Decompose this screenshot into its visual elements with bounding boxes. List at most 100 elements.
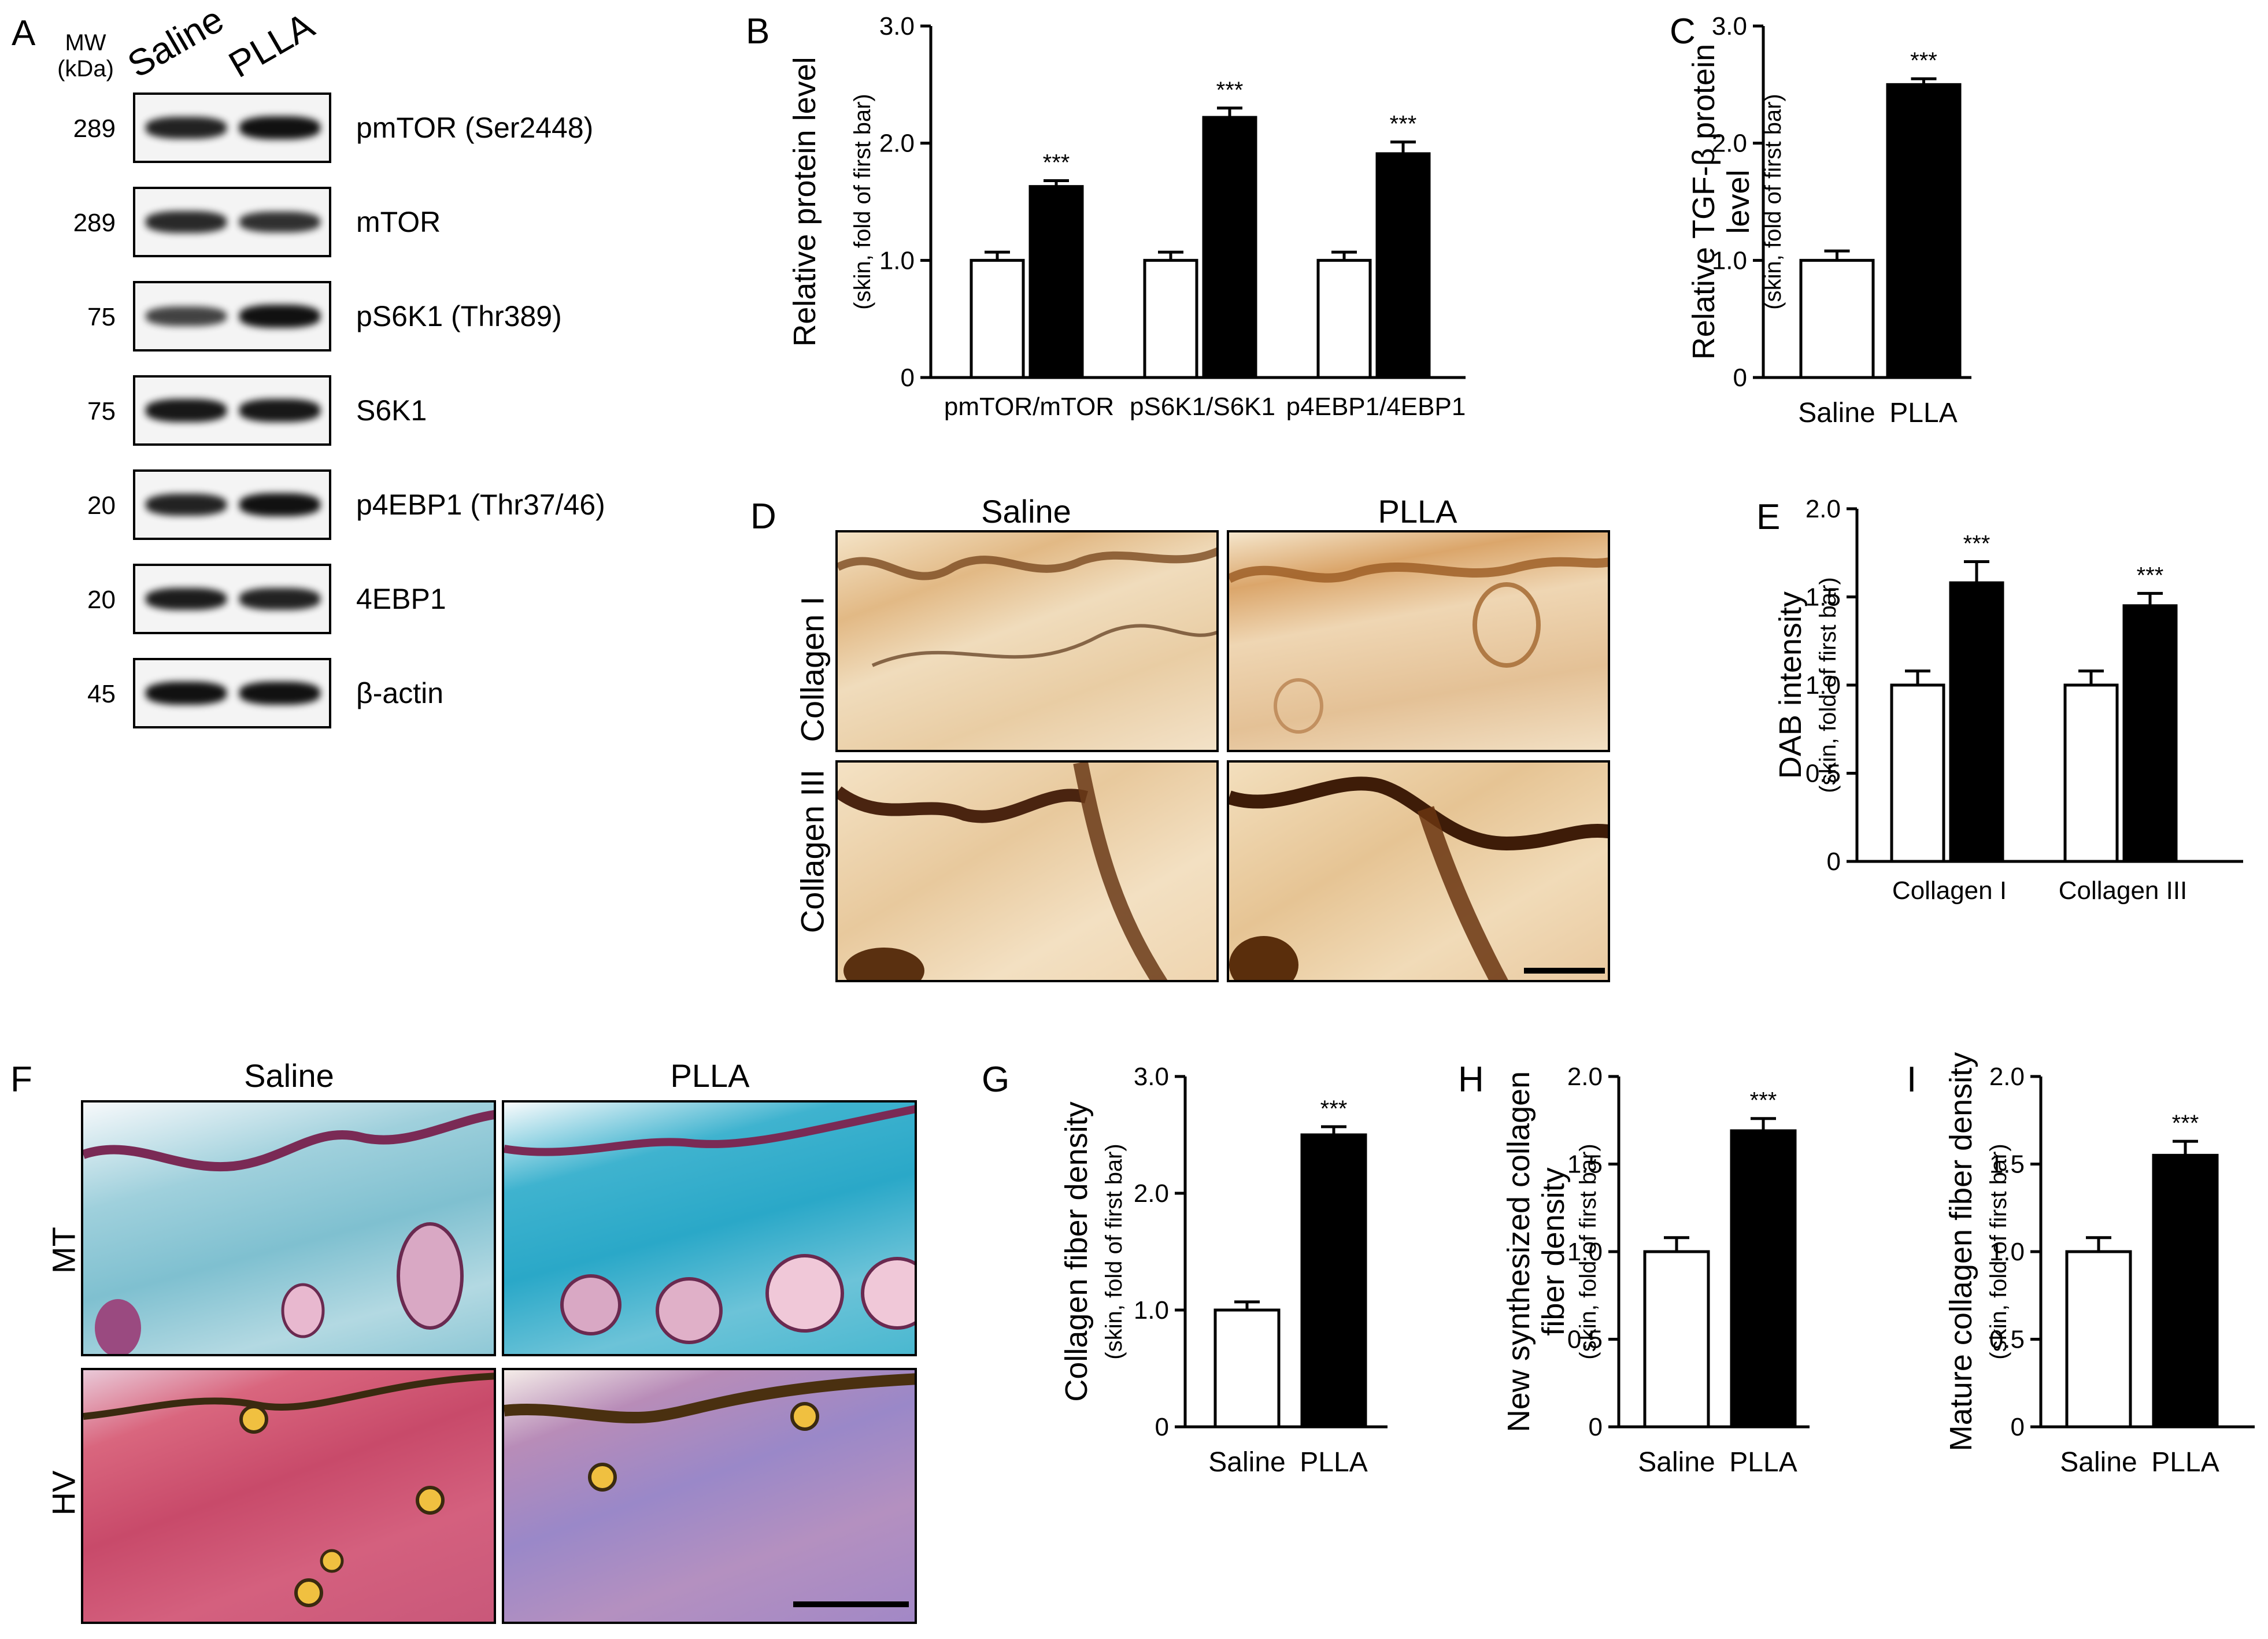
panel-letter-f: F — [10, 1060, 32, 1100]
blot-band — [146, 682, 227, 705]
category-label: PLLA — [2151, 1447, 2219, 1478]
category-label: Collagen I — [1892, 876, 2007, 905]
y-tick-label: 2.0 — [1567, 1063, 1603, 1091]
mw-value: 45 — [87, 680, 116, 708]
y-tick-label: 1.5 — [1989, 1150, 2025, 1179]
category-label: PLLA — [1729, 1447, 1797, 1478]
blot-band — [146, 306, 227, 327]
y-tick-label: 2.0 — [1134, 1179, 1169, 1208]
y-tick-label: 1.0 — [879, 246, 915, 275]
blot-band — [146, 117, 227, 139]
blot-strip — [133, 375, 331, 446]
blot-band — [239, 493, 320, 516]
y-tick-label: 2.0 — [1805, 495, 1841, 523]
y-axis-label: level — [1721, 169, 1756, 234]
y-tick-label: 1.0 — [1567, 1238, 1603, 1266]
significance-label: *** — [1910, 48, 1937, 73]
y-tick-label: 2.0 — [1712, 130, 1747, 158]
y-tick-label: 1.0 — [1134, 1296, 1169, 1324]
significance-label: *** — [1963, 531, 1990, 557]
mw-value: 75 — [87, 397, 116, 426]
category-label: Saline — [1638, 1447, 1715, 1478]
bar — [970, 258, 1025, 379]
bar — [1643, 1250, 1710, 1429]
y-tick-label: 2.0 — [879, 130, 915, 158]
mw-value: 289 — [73, 114, 116, 143]
category-label: p4EBP1/4EBP1 — [1286, 393, 1466, 421]
y-axis-label: Collagen fiber density — [1059, 1101, 1094, 1401]
ihc-collagen-i-plla — [1227, 530, 1610, 752]
bar — [1143, 258, 1198, 379]
significance-label: *** — [1750, 1088, 1777, 1113]
panel-letter-h: H — [1458, 1060, 1484, 1100]
y-tick-label: 1.5 — [1805, 583, 1841, 612]
bar — [1300, 1133, 1367, 1429]
panel-letter-b: B — [746, 12, 769, 51]
y-tick-label: 0 — [2011, 1413, 2025, 1441]
blot-label: β-actin — [356, 677, 444, 709]
bar — [1730, 1129, 1797, 1429]
blot-strip — [133, 658, 331, 728]
y-axis-label: Relative TGF-β protein — [1686, 44, 1721, 360]
y-tick-label: 1.5 — [1567, 1150, 1603, 1179]
y-axis-label: New synthesized collagen — [1501, 1071, 1536, 1432]
bar — [2063, 683, 2119, 863]
category-label: pS6K1/S6K1 — [1130, 393, 1275, 421]
blot-band — [146, 587, 227, 611]
blot-band — [146, 399, 227, 422]
panel-letter-g: G — [982, 1060, 1009, 1100]
y-tick-label: 1.0 — [1805, 671, 1841, 700]
mw-value: 75 — [87, 303, 116, 331]
bar — [2065, 1250, 2132, 1429]
y-axis-label: DAB intensity — [1773, 591, 1808, 779]
blot-band — [239, 588, 320, 610]
bar — [1202, 116, 1257, 379]
ihc-collagen-iii-saline — [835, 760, 1219, 982]
category-label: pmTOR/mTOR — [944, 393, 1114, 421]
blot-band — [146, 494, 227, 516]
blot-band — [239, 682, 320, 705]
f-col-title-plla: PLLA — [670, 1057, 750, 1094]
blot-label: mTOR — [356, 206, 441, 238]
significance-label: *** — [1320, 1096, 1348, 1122]
blot-band — [239, 211, 320, 233]
panel-letter-e: E — [1756, 497, 1780, 537]
y-tick-label: 0 — [901, 364, 915, 392]
significance-label: *** — [1390, 112, 1417, 137]
mw-value: 20 — [87, 491, 116, 520]
mt-stain-plla — [502, 1100, 917, 1356]
y-axis-label: (skin, fold of first bar) — [1815, 577, 1841, 793]
y-tick-label: 3.0 — [879, 12, 915, 40]
y-tick-label: 1.0 — [1712, 246, 1747, 275]
significance-label: *** — [1216, 77, 1244, 103]
y-axis-label: Relative protein level — [787, 57, 822, 346]
bar — [2152, 1153, 2219, 1429]
category-label: Saline — [2060, 1447, 2137, 1478]
y-tick-label: 1.0 — [1989, 1238, 2025, 1266]
blot-strip — [133, 187, 331, 257]
y-tick-label: 0 — [1589, 1413, 1603, 1441]
y-tick-label: 3.0 — [1134, 1063, 1169, 1091]
y-tick-label: 0 — [1827, 848, 1841, 876]
bar — [1890, 683, 1945, 863]
d-row-title-collagen-i: Collagen I — [794, 596, 831, 742]
bar — [2122, 604, 2178, 863]
category-label: Collagen III — [2059, 876, 2188, 905]
panel-letter-a: A — [12, 13, 36, 53]
f-col-title-saline: Saline — [244, 1057, 334, 1094]
mw-header-line1: MW — [65, 30, 106, 56]
significance-label: *** — [1043, 150, 1070, 176]
category-label: Saline — [1798, 398, 1875, 428]
blot-strip — [133, 93, 331, 163]
bar — [1949, 581, 2004, 863]
y-tick-label: 0 — [1155, 1413, 1169, 1441]
y-tick-label: 3.0 — [1712, 12, 1747, 40]
bar — [1028, 185, 1084, 379]
blot-label: pS6K1 (Thr389) — [356, 300, 562, 332]
y-axis-label: (skin, fold of first bar) — [1986, 1144, 2011, 1359]
y-tick-label: 2.0 — [1989, 1063, 2025, 1091]
significance-label: *** — [2137, 563, 2164, 588]
category-label: PLLA — [1889, 398, 1957, 428]
blot-label: 4EBP1 — [356, 583, 446, 615]
